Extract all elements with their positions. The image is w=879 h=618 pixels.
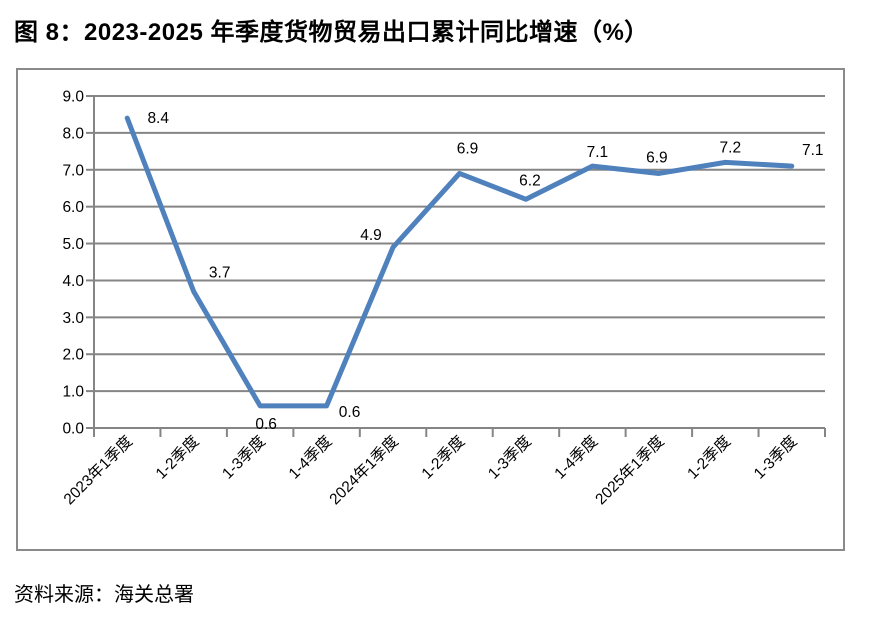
y-axis-label: 3.0 <box>62 310 84 327</box>
x-axis-label: 1-4季度 <box>285 432 335 482</box>
x-axis-label: 1-2季度 <box>152 432 202 482</box>
axes <box>86 95 826 437</box>
data-label: 7.1 <box>802 142 824 159</box>
x-axis-label: 1-4季度 <box>551 432 601 482</box>
data-label: 6.2 <box>519 172 541 189</box>
y-axis-labels: 0.0 1.0 2.0 3.0 4.0 5.0 6.0 7.0 8.0 9.0 <box>62 89 84 438</box>
x-axis-label: 2024年1季度 <box>326 432 402 508</box>
data-label: 0.6 <box>339 404 361 421</box>
series <box>124 115 795 409</box>
data-label: 7.1 <box>587 144 609 161</box>
data-labels: 8.4 3.7 0.6 0.6 4.9 6.9 6.2 7.1 6.9 7.2 7.1 <box>147 110 823 433</box>
y-axis-label: 2.0 <box>62 347 84 364</box>
source-note: 资料来源：海关总署 <box>14 584 194 606</box>
data-label: 3.7 <box>209 265 231 282</box>
y-axis-label: 0.0 <box>62 421 84 438</box>
y-axis-label: 6.0 <box>62 199 84 216</box>
line-chart: 0.0 1.0 2.0 3.0 4.0 5.0 6.0 7.0 8.0 9.0 2023年1季度 1-… <box>60 89 826 508</box>
data-label: 0.6 <box>255 416 277 433</box>
x-axis-label: 2023年1季度 <box>60 432 136 508</box>
y-axis-label: 8.0 <box>62 125 84 142</box>
data-label: 4.9 <box>360 227 382 244</box>
chart-container: 0.0 1.0 2.0 3.0 4.0 5.0 6.0 7.0 8.0 9.0 2023年1季度 1-… <box>16 68 845 551</box>
y-axis-label: 1.0 <box>62 384 84 401</box>
y-axis-label: 4.0 <box>62 273 84 290</box>
gridlines <box>94 95 825 429</box>
x-axis-label: 2025年1季度 <box>592 432 668 508</box>
y-axis-label: 7.0 <box>62 162 84 179</box>
data-label: 6.9 <box>457 140 479 157</box>
x-axis-label: 1-2季度 <box>418 432 468 482</box>
x-axis-label: 1-3季度 <box>218 432 268 482</box>
y-axis-label: 5.0 <box>62 236 84 253</box>
y-axis-label: 9.0 <box>62 89 84 106</box>
x-axis-label: 1-3季度 <box>484 432 534 482</box>
data-label: 6.9 <box>646 149 668 166</box>
x-axis-label: 1-3季度 <box>750 432 800 482</box>
x-axis-label: 1-2季度 <box>684 432 734 482</box>
data-label: 8.4 <box>147 110 169 127</box>
figure-title: 图 8：2023-2025 年季度货物贸易出口累计同比增速（%） <box>14 19 649 46</box>
series-line <box>124 115 795 409</box>
data-label: 7.2 <box>720 139 742 156</box>
